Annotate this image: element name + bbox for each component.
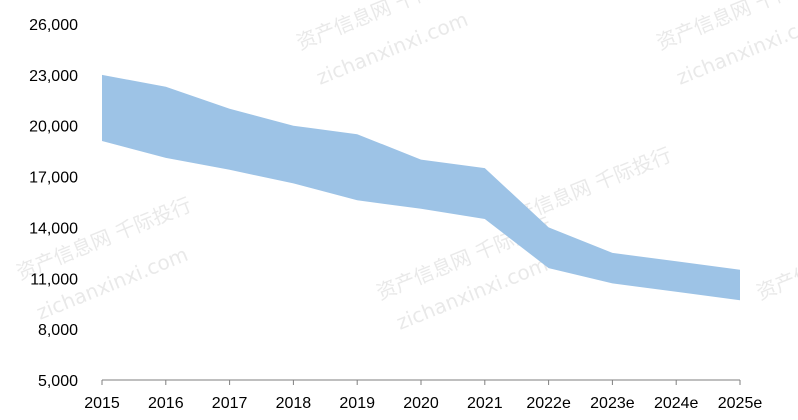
y-tick-label: 23,000	[29, 68, 78, 85]
x-tick-label: 2024e	[654, 395, 699, 412]
y-axis-tick-labels: 5,000 8,000 11,000 14,000 17,000 20,000 23,000…	[29, 17, 78, 390]
x-tick-label: 2025e	[718, 395, 763, 412]
y-tick-label: 17,000	[29, 170, 78, 187]
range-band-area	[102, 74, 740, 301]
x-tick-label: 2016	[148, 395, 184, 412]
y-tick-label: 5,000	[38, 373, 78, 390]
x-tick-label: 2023e	[590, 395, 635, 412]
x-tick-label: 2021	[467, 395, 503, 412]
y-tick-label: 11,000	[30, 271, 78, 288]
x-tick-label: 2018	[276, 395, 312, 412]
y-tick-label: 8,000	[38, 322, 78, 339]
y-tick-label: 26,000	[29, 17, 78, 34]
y-tick-label: 20,000	[29, 119, 78, 136]
x-axis-ticks	[101, 380, 741, 385]
x-tick-label: 2022e	[526, 395, 571, 412]
x-tick-label: 2017	[212, 395, 248, 412]
watermark-text: 资产信息网 千际投行	[753, 213, 798, 305]
x-tick-label: 2019	[339, 395, 375, 412]
y-tick-label: 14,000	[29, 220, 78, 237]
x-tick-label: 2020	[403, 395, 439, 412]
x-axis-tick-labels: 2015 2016 2017 2018 2019 2020 2021 2022e 2023e 20…	[84, 395, 762, 412]
x-tick-label: 2015	[84, 395, 120, 412]
